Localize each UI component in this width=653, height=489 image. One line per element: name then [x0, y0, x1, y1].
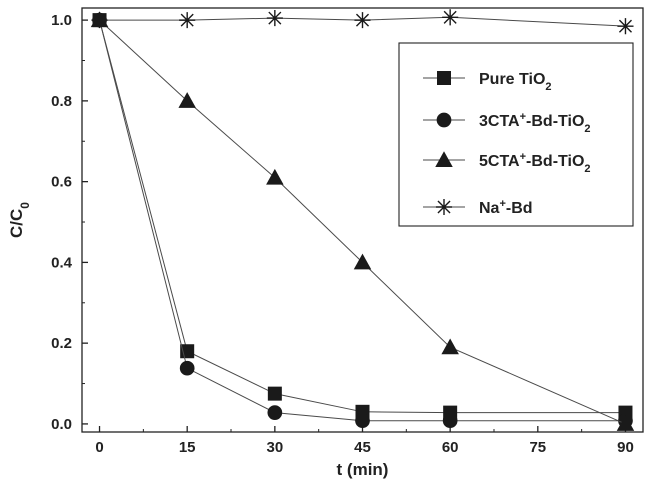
x-tick-label: 0 [95, 439, 103, 456]
series-line-square [99, 19, 626, 414]
x-tick-label: 15 [179, 439, 196, 456]
data-point-star [266, 10, 283, 27]
series-line-circle [99, 19, 626, 422]
y-tick-label: 0.4 [51, 254, 73, 271]
data-point-star [442, 9, 459, 26]
legend-marker-square [437, 71, 451, 85]
y-axis-title: C/C0 [7, 202, 32, 238]
data-point-circle [442, 413, 458, 429]
x-axis-title: t (min) [337, 460, 389, 479]
series-layer [90, 9, 635, 431]
data-point-circle [355, 413, 370, 429]
x-tick-label: 30 [267, 439, 284, 456]
series-line-triangle [99, 19, 626, 425]
y-axis-title-subscript: 0 [18, 202, 32, 209]
data-point-star [617, 18, 634, 35]
legend-label: Na+-Bd [479, 198, 533, 217]
legend-marker-circle [436, 112, 452, 128]
data-point-circle [267, 405, 283, 420]
legend-item-square: Pure TiO2 [423, 71, 552, 93]
legend-label: 5CTA+-Bd-TiO2 [479, 151, 591, 175]
data-point-triangle [266, 168, 284, 185]
y-tick-label: 0.8 [51, 93, 72, 110]
legend: Pure TiO2 3CTA+-Bd-TiO2 5CTA+-Bd-TiO2 Na+-B… [398, 42, 634, 227]
series-triangle [90, 11, 635, 431]
y-tick-label: 0.6 [51, 174, 72, 191]
legend-item-triangle: 5CTA+-Bd-TiO2 [423, 151, 591, 175]
y-tick-label: 0.2 [51, 335, 72, 352]
y-tick-label: 0.0 [51, 416, 72, 433]
data-point-circle [179, 360, 195, 376]
data-point-star [354, 12, 371, 29]
y-tick-label: 1.0 [51, 12, 72, 29]
data-point-square [267, 386, 282, 401]
legend-marker-star [435, 198, 453, 216]
legend-item-star: Na+-Bd [423, 198, 533, 217]
x-tick-label: 60 [442, 439, 459, 456]
series-line-star [99, 16, 626, 27]
data-point-triangle [441, 338, 459, 355]
data-point-square [180, 344, 195, 359]
x-tick-label: 75 [529, 439, 546, 456]
x-tick-label: 90 [617, 439, 634, 456]
legend-item-circle: 3CTA+-Bd-TiO2 [423, 111, 591, 135]
x-tick-label: 45 [354, 439, 371, 456]
series-star [91, 9, 634, 35]
data-point-triangle [178, 92, 196, 108]
series-circle [92, 12, 633, 429]
data-point-triangle [616, 415, 635, 431]
data-point-star [179, 12, 196, 29]
y-axis-title-main: C/C [7, 209, 26, 238]
data-point-star [91, 12, 108, 29]
legend-label: 3CTA+-Bd-TiO2 [479, 111, 591, 135]
data-point-triangle [353, 253, 372, 270]
legend-marker-triangle [435, 151, 453, 167]
legend-label: Pure TiO2 [479, 71, 552, 93]
